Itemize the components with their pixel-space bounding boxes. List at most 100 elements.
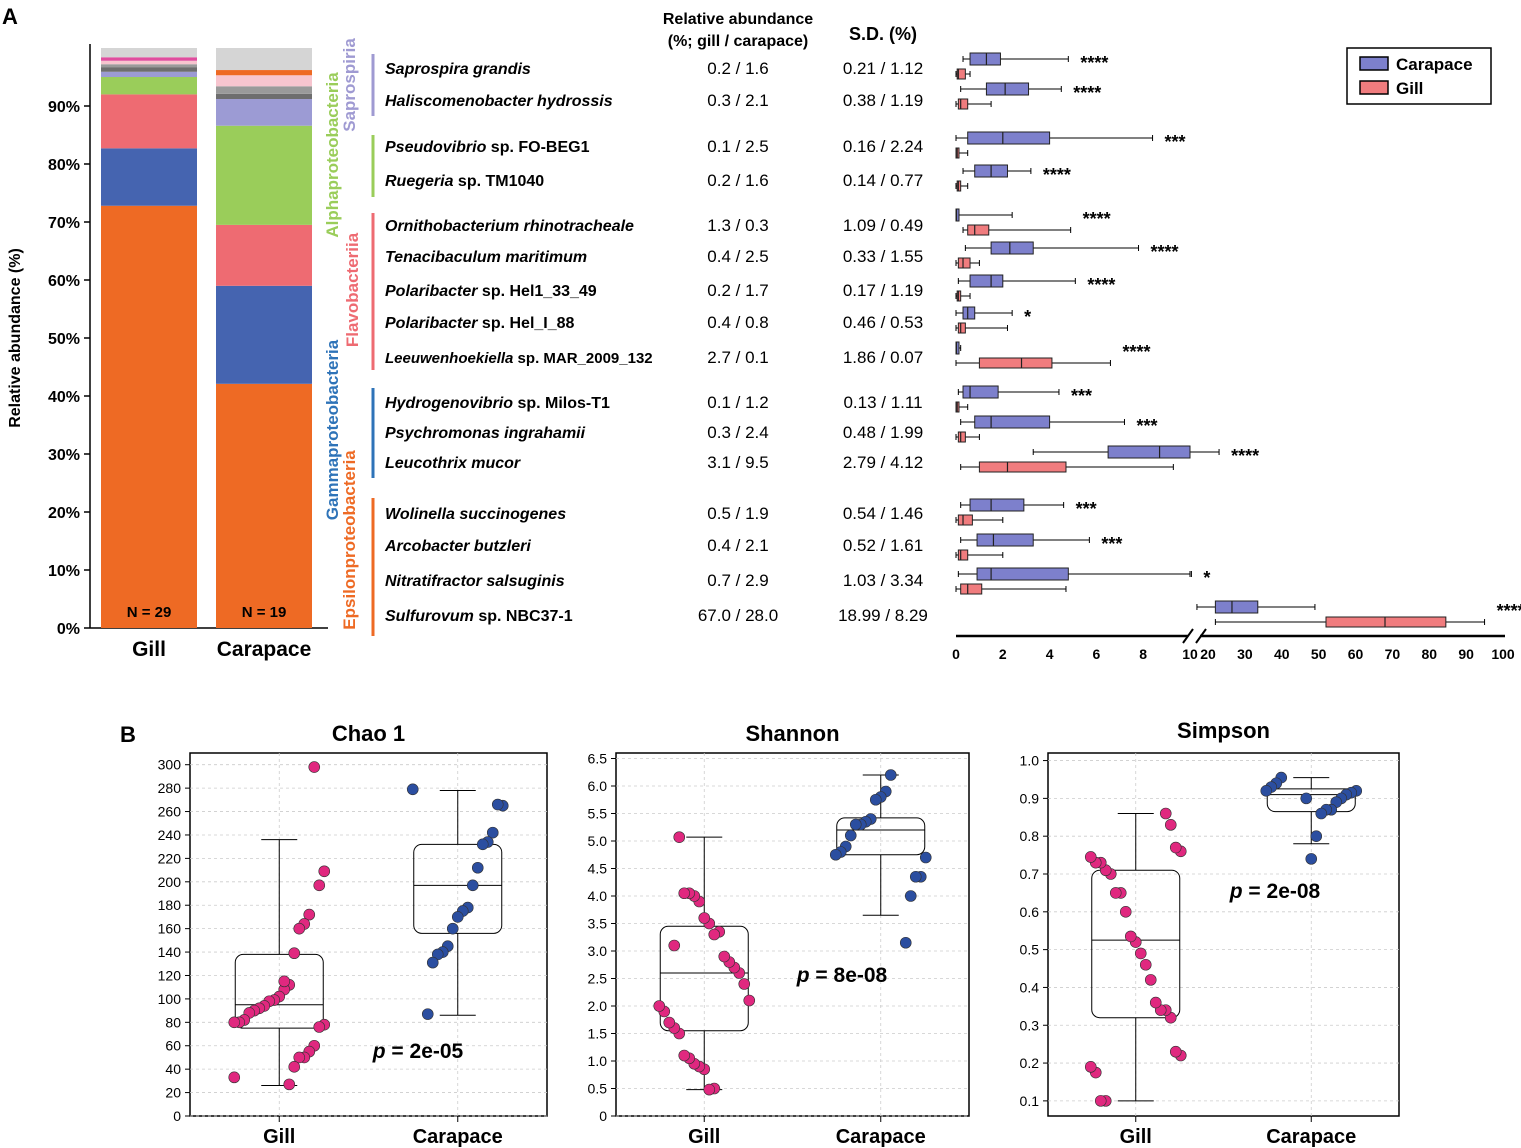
species-name: Haliscomenobacter hydrossis — [385, 93, 613, 110]
abundance-value: 0.5 / 1.9 — [707, 504, 768, 523]
data-point — [313, 1021, 326, 1033]
category-label: Carapace — [217, 638, 312, 661]
x-tick-label: 70 — [1385, 646, 1401, 662]
category-label: Carapace — [413, 1126, 503, 1148]
y-tick-label: 0.7 — [1020, 866, 1040, 882]
data-point — [743, 994, 756, 1007]
data-point — [919, 851, 932, 864]
data-point — [278, 975, 291, 988]
y-tick-label: 20% — [48, 505, 80, 522]
data-point — [486, 826, 499, 839]
data-point — [313, 879, 326, 892]
y-tick-label: 0.1 — [1020, 1093, 1040, 1109]
data-point — [1084, 1061, 1097, 1073]
y-tick-label: 40% — [48, 389, 80, 406]
data-point — [1300, 792, 1313, 805]
y-tick-label: 20 — [165, 1085, 181, 1101]
y-tick-label: 1.5 — [588, 1026, 608, 1042]
sd-value: 0.21 / 1.12 — [843, 59, 923, 78]
stacked-bar-chart: 0% 10% 20% 30% 40% 50% 60% 70% 80% 90% Relative ab… — [7, 44, 328, 661]
significance-label: * — [1024, 307, 1031, 327]
x-tick-label: 30 — [1237, 646, 1253, 662]
y-tick-label: 6.0 — [588, 778, 608, 794]
y-tick-label: 160 — [158, 921, 182, 937]
data-point — [476, 838, 489, 851]
data-point — [1119, 906, 1132, 918]
significance-label: * — [1203, 568, 1210, 588]
y-tick-label: 4.0 — [588, 888, 608, 904]
sd-value: 0.13 / 1.11 — [843, 393, 922, 412]
data-point — [406, 783, 419, 796]
gill-box — [967, 224, 990, 236]
data-point — [678, 887, 691, 900]
axis-break — [1182, 628, 1194, 644]
abundance-value: 0.2 / 1.6 — [707, 171, 768, 190]
y-tick-label: 5.5 — [588, 806, 608, 822]
y-axis-label: Relative abundance (%) — [7, 248, 24, 428]
category-label: Gill — [263, 1126, 295, 1148]
data-point — [466, 879, 479, 892]
data-point — [228, 1016, 241, 1029]
legend-swatch-carapace — [1359, 56, 1389, 71]
significance-label: **** — [1083, 209, 1111, 229]
species-name: Ruegeria sp. TM1040 — [385, 173, 544, 190]
bar-segment — [216, 125, 312, 225]
significance-label: **** — [1087, 275, 1115, 295]
y-tick-label: 5.0 — [588, 833, 608, 849]
data-point — [1139, 958, 1152, 971]
abundance-value: 0.7 / 2.9 — [707, 571, 768, 590]
abundance-header-line2: (%; gill / carapace) — [668, 33, 809, 50]
data-point — [1159, 807, 1172, 820]
bar-segment — [101, 94, 197, 149]
data-point — [678, 1049, 691, 1062]
shannon-plot: 0 0.5 1.0 1.5 2.0 2.5 3.0 3.5 4.0 4.5 5.0 5.5 6.0 6.5… — [588, 721, 970, 1148]
p-value-label: p = 2e-08 — [1229, 880, 1321, 903]
gill-box — [956, 68, 966, 80]
y-tick-label: 280 — [158, 780, 182, 796]
bar-segment — [216, 224, 312, 286]
data-point — [491, 798, 504, 811]
data-point — [1094, 1095, 1107, 1107]
abundance-value: 0.2 / 1.7 — [707, 281, 768, 300]
plot-frame — [189, 752, 548, 1117]
x-tick-label: 80 — [1421, 646, 1437, 662]
abundance-boxplot: 0 2 4 6 8 10 20 30 40 50 60 70 80 90 100**************… — [952, 47, 1521, 662]
gill-box — [957, 257, 971, 269]
category-label: Carapace — [836, 1126, 926, 1148]
carapace-box — [1107, 445, 1191, 459]
y-tick-label: 1.0 — [1020, 753, 1040, 769]
data-point — [698, 912, 711, 924]
data-point — [663, 1016, 676, 1029]
y-tick-label: 3.0 — [588, 943, 608, 959]
group-label: Gammaproteobacteria — [323, 339, 342, 520]
data-point — [899, 936, 912, 949]
y-tick-label: 0% — [57, 621, 80, 638]
species-name: Nitratifractor salsuginis — [385, 573, 565, 590]
y-tick-label: 0 — [599, 1108, 607, 1124]
y-tick-label: 50% — [48, 331, 80, 348]
y-tick-label: 10% — [48, 563, 80, 580]
y-tick-label: 260 — [158, 804, 182, 820]
n-label: N = 29 — [127, 604, 172, 621]
significance-label: **** — [1231, 446, 1259, 466]
carapace-box — [1214, 600, 1259, 614]
abundance-value: 0.2 / 1.6 — [707, 59, 768, 78]
y-tick-label: 2.0 — [588, 998, 608, 1014]
y-tick-label: 0.6 — [1020, 904, 1040, 920]
gill-box — [957, 431, 966, 443]
y-tick-label: 80% — [48, 157, 80, 174]
y-tick-label: 2.5 — [588, 971, 608, 987]
sd-value: 0.46 / 0.53 — [843, 313, 923, 332]
data-point — [1310, 830, 1323, 842]
x-tick-label: 10 — [1182, 646, 1198, 662]
data-point — [718, 950, 731, 963]
data-point — [703, 1083, 716, 1096]
data-point — [884, 769, 897, 781]
significance-label: **** — [1122, 342, 1150, 362]
bar-segment — [101, 148, 197, 206]
abundance-value: 0.3 / 2.1 — [707, 91, 768, 110]
group-label: Flavobacteriia — [343, 232, 362, 347]
gill-box — [957, 549, 969, 561]
y-tick-label: 0.8 — [1020, 828, 1040, 844]
